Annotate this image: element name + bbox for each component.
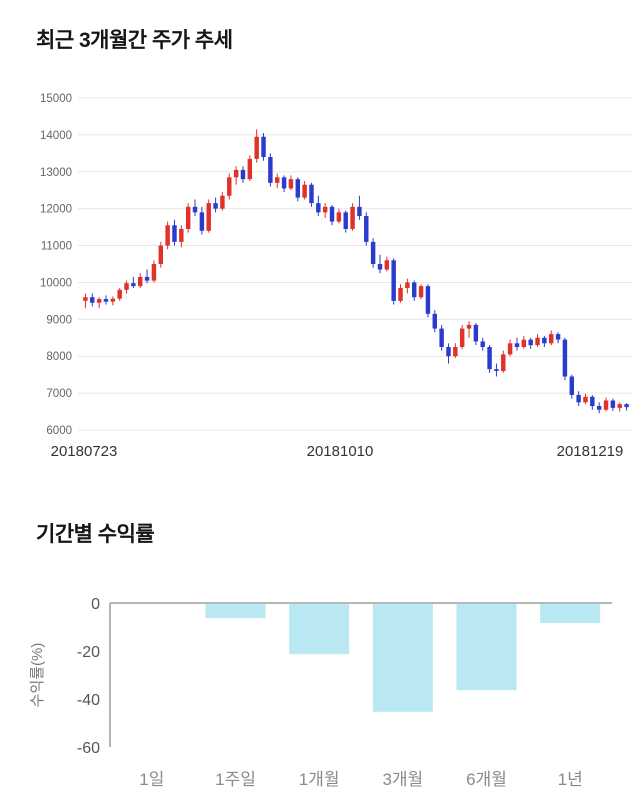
returns-chart-title: 기간별 수익률	[36, 523, 155, 546]
svg-text:11000: 11000	[41, 241, 72, 253]
candlestick-chart: 15000 14000 13000 12000 11000 10000 9000 8000 70…	[40, 93, 632, 460]
returns-bar-chart: 0 -20 -40 -60 수익률(%) 1일 1주일 1개월 3개월 6개월 1년	[29, 596, 612, 789]
svg-text:13000: 13000	[40, 167, 72, 179]
svg-text:8000: 8000	[46, 351, 72, 363]
svg-text:-20: -20	[77, 644, 100, 661]
svg-text:12000: 12000	[40, 204, 72, 216]
svg-text:1일: 1일	[139, 770, 164, 789]
svg-text:20180723: 20180723	[51, 443, 118, 460]
svg-text:15000: 15000	[40, 93, 72, 105]
svg-text:14000: 14000	[40, 130, 72, 142]
svg-text:20181010: 20181010	[307, 443, 374, 460]
svg-text:1년: 1년	[558, 770, 583, 789]
svg-text:9000: 9000	[46, 314, 72, 326]
svg-text:6000: 6000	[46, 425, 72, 437]
svg-text:1주일: 1주일	[215, 770, 256, 789]
svg-text:수익률(%): 수익률(%)	[29, 643, 46, 708]
svg-text:20181219: 20181219	[557, 443, 624, 460]
svg-text:0: 0	[91, 596, 100, 613]
svg-text:-40: -40	[77, 692, 100, 709]
svg-text:6개월: 6개월	[466, 770, 507, 789]
svg-text:3개월: 3개월	[382, 770, 423, 789]
svg-text:-60: -60	[77, 740, 100, 757]
svg-text:7000: 7000	[46, 388, 72, 400]
svg-text:1개월: 1개월	[299, 770, 340, 789]
svg-text:10000: 10000	[40, 277, 72, 289]
price-chart-title: 최근 3개월간 주가 추세	[36, 29, 233, 52]
